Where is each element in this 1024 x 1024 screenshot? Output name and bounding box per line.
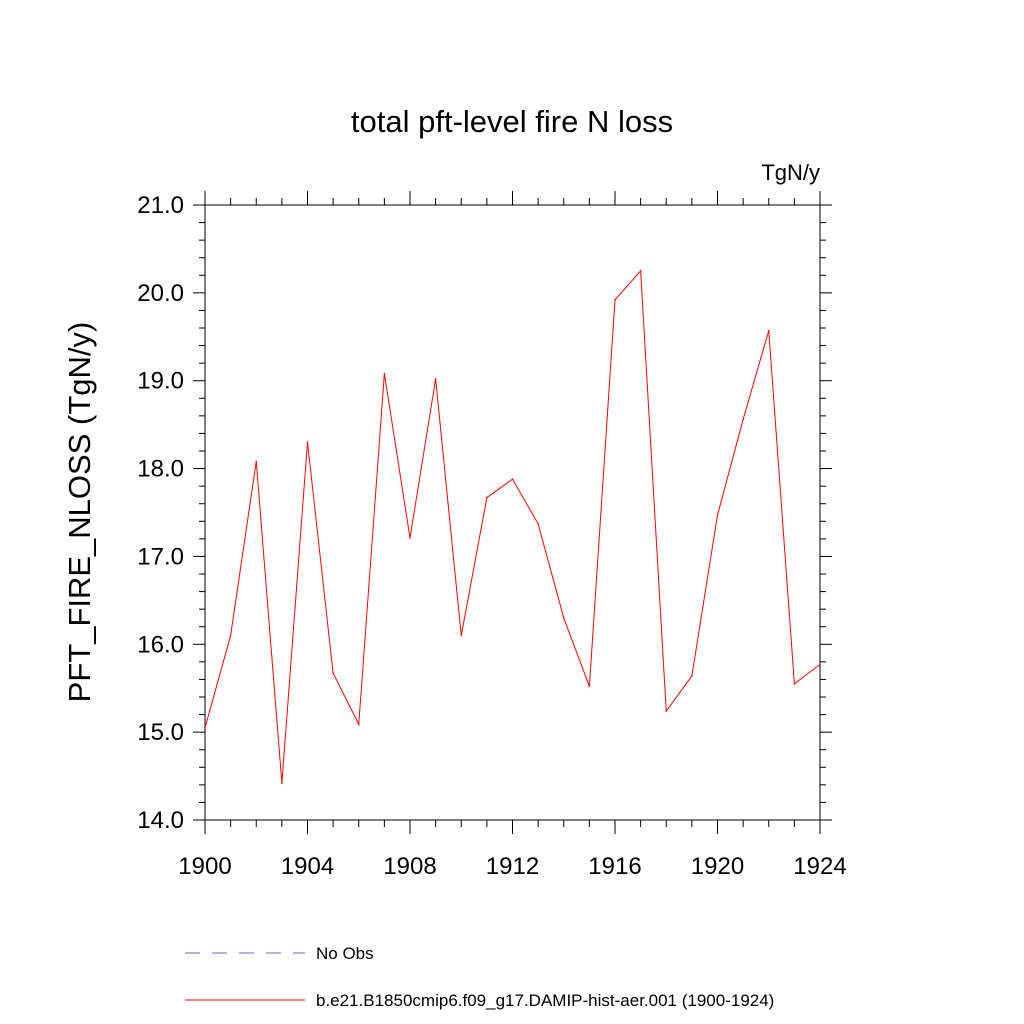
data-point xyxy=(562,617,565,619)
legend-label-1: No Obs xyxy=(316,944,374,963)
y-axis-ticks: 14.0 15.0 16.0 17.0 18.0 19.0 20.0 21.0 xyxy=(137,192,832,834)
data-point xyxy=(306,441,309,444)
data-point xyxy=(793,683,796,685)
data-point xyxy=(742,418,744,421)
data-point xyxy=(639,270,642,272)
data-point xyxy=(511,478,514,480)
data-point xyxy=(409,537,411,539)
y-tick-label: 20.0 xyxy=(137,280,184,307)
x-tick-label: 1904 xyxy=(281,853,334,880)
y-tick-label: 17.0 xyxy=(137,543,184,570)
data-point xyxy=(332,672,334,675)
data-point xyxy=(665,710,668,712)
plot-frame xyxy=(204,204,821,821)
legend: No Obs b.e21.B1850cmip6.f09_g17.DAMIP-his… xyxy=(185,944,774,1010)
x-tick-label: 1920 xyxy=(691,853,744,880)
series-layer xyxy=(204,269,821,784)
data-point xyxy=(281,782,283,784)
data-point xyxy=(588,685,591,688)
y-tick-label: 19.0 xyxy=(137,368,184,395)
data-point xyxy=(819,663,821,666)
data-point xyxy=(204,726,206,729)
y-tick-label: 14.0 xyxy=(137,807,184,834)
x-tick-label: 1912 xyxy=(486,853,539,880)
data-point xyxy=(716,514,719,516)
data-point xyxy=(460,634,463,637)
data-point xyxy=(434,378,437,380)
units-label: TgN/y xyxy=(761,160,820,185)
y-tick-label: 15.0 xyxy=(137,719,184,746)
series-line-0 xyxy=(204,269,821,784)
y-tick-label: 21.0 xyxy=(137,192,184,219)
data-point xyxy=(357,723,360,726)
x-tick-label: 1924 xyxy=(793,853,846,880)
y-axis-label: PFT_FIRE_NLOSS (TgN/y) xyxy=(62,322,97,703)
data-point xyxy=(614,299,616,301)
data-point xyxy=(767,329,770,332)
y-tick-label: 16.0 xyxy=(137,631,184,658)
x-tick-label: 1916 xyxy=(588,853,641,880)
data-point xyxy=(229,634,232,637)
data-point xyxy=(255,460,258,463)
data-point xyxy=(383,372,386,375)
data-point xyxy=(486,496,488,499)
x-axis-ticks: 1900 1904 1908 1912 1916 1920 1924 xyxy=(178,191,847,880)
x-tick-label: 1908 xyxy=(383,853,436,880)
chart-title: total pft-level fire N loss xyxy=(351,104,673,139)
x-tick-label: 1900 xyxy=(178,853,231,880)
y-tick-label: 18.0 xyxy=(137,456,184,483)
data-point xyxy=(691,675,693,677)
legend-label-0: b.e21.B1850cmip6.f09_g17.DAMIP-hist-aer.… xyxy=(316,991,774,1010)
data-point xyxy=(537,523,539,525)
